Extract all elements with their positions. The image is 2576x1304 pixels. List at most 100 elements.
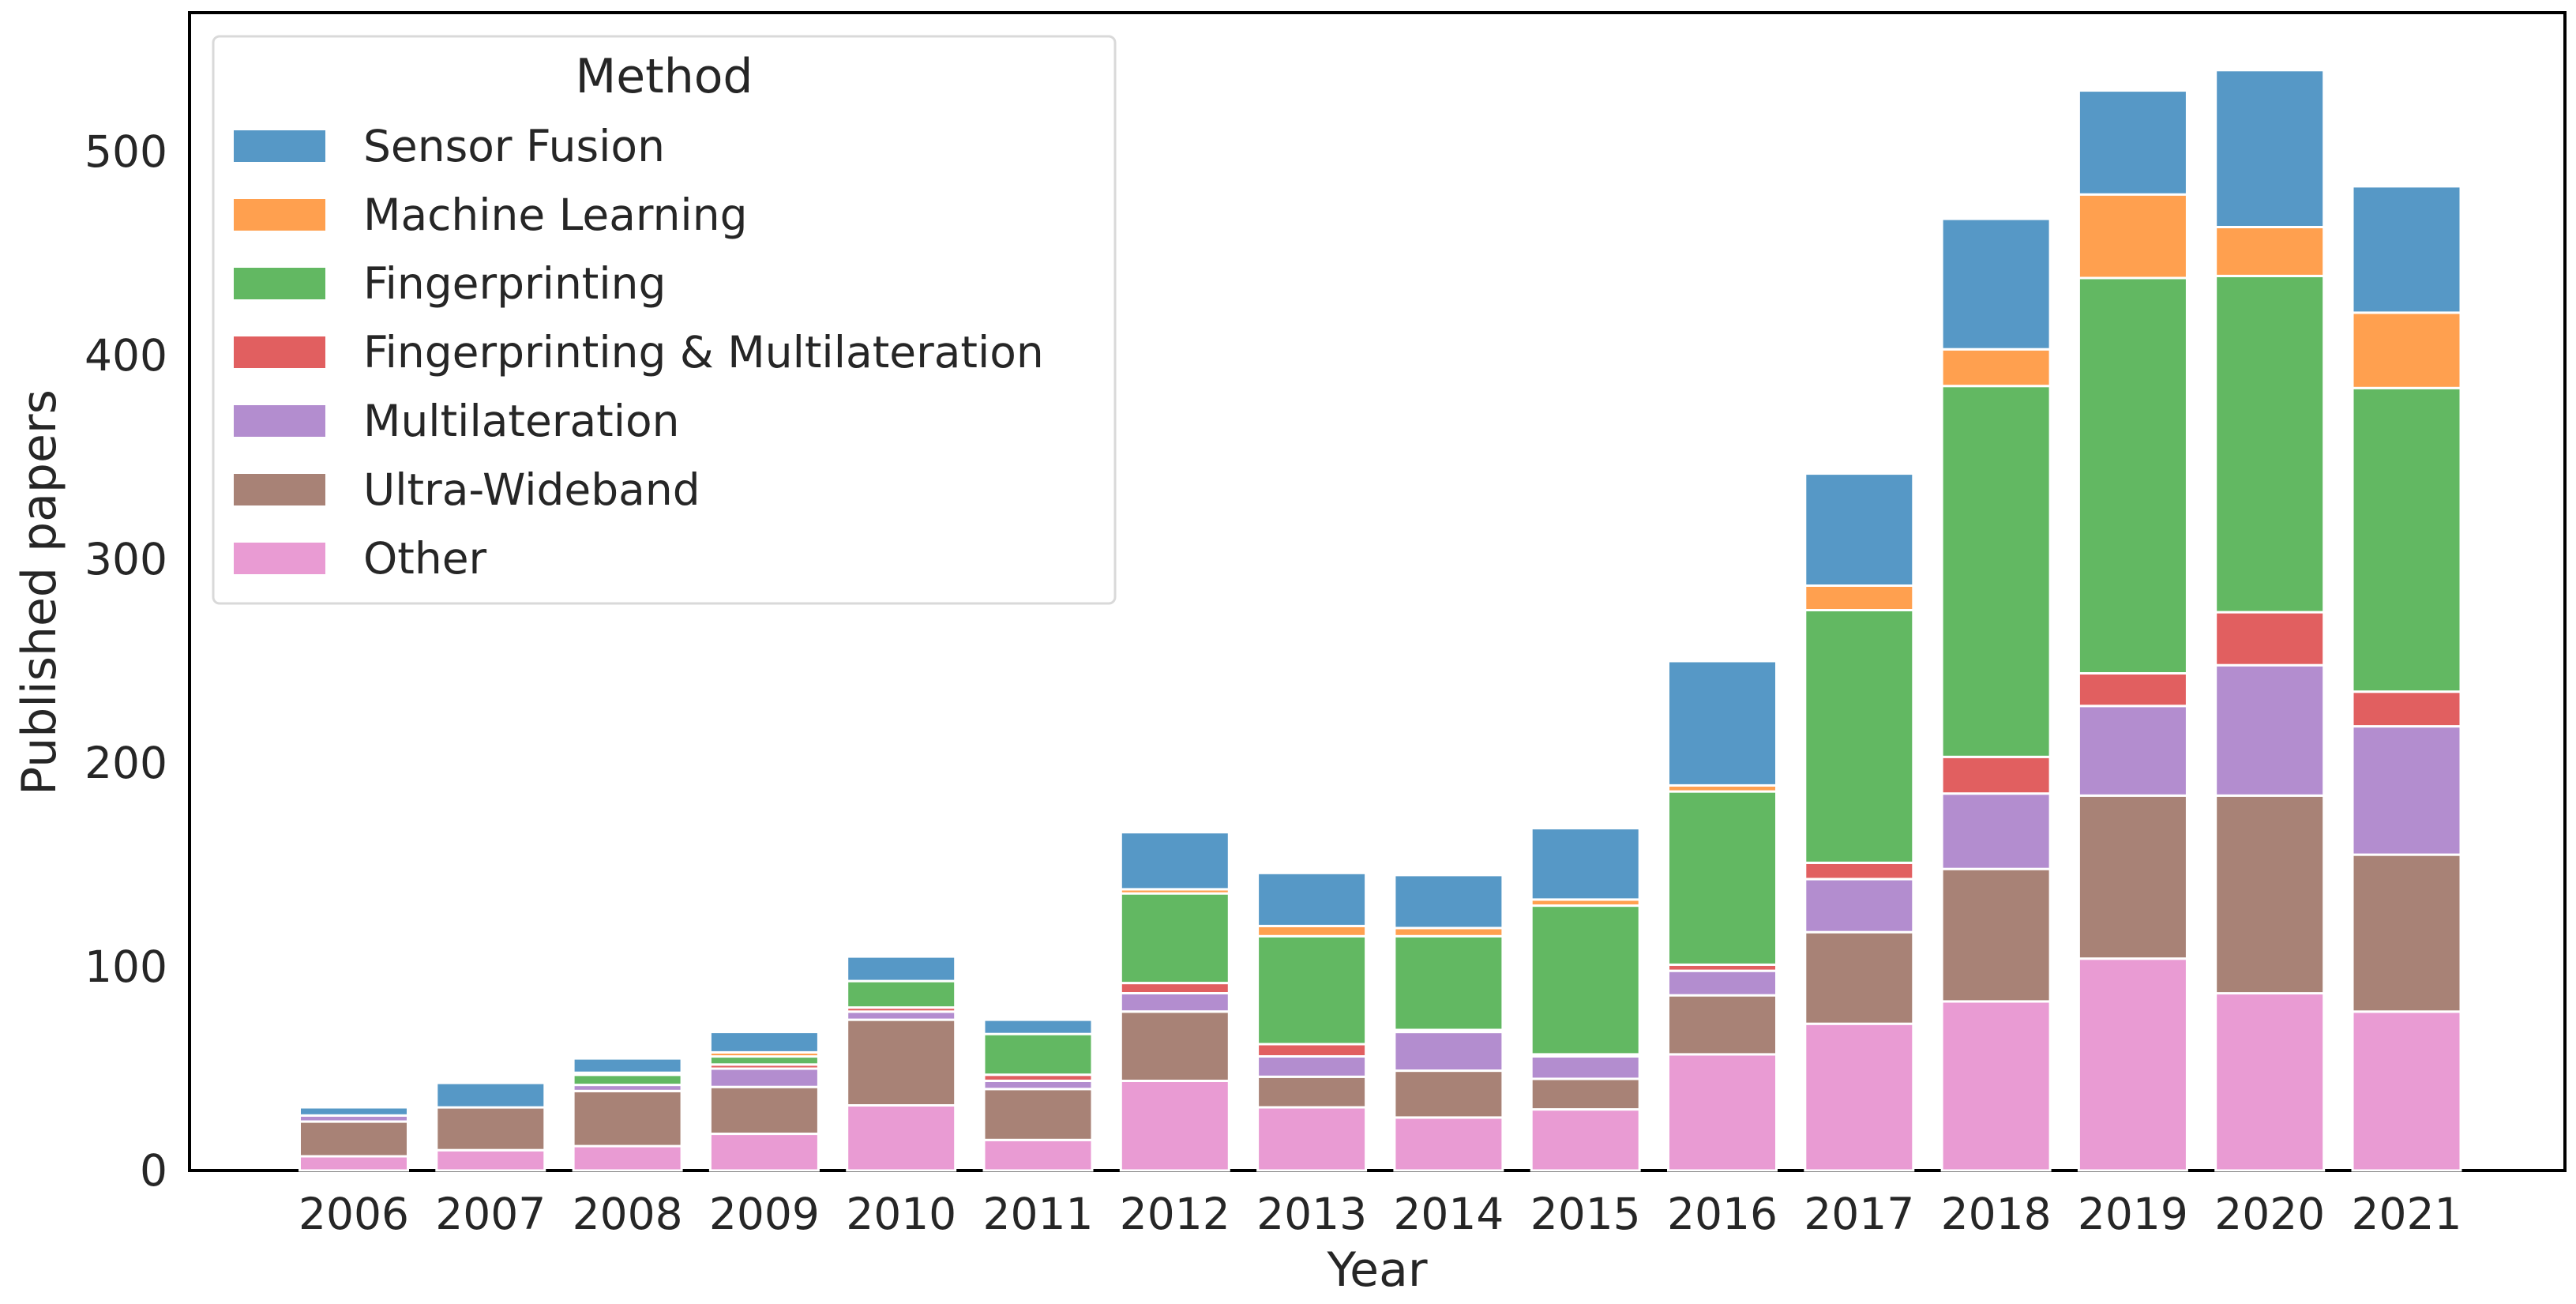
bar-2019-fingerprinting	[2077, 276, 2188, 675]
bar-2013-sensor-fusion	[1256, 871, 1368, 927]
bar-2010-ultra-wideband	[846, 1018, 957, 1107]
bar-2013-fingerprinting-multilateration	[1256, 1043, 1368, 1058]
bar-2021-sensor-fusion	[2351, 185, 2462, 314]
bar-2012-fingerprinting-multilateration	[1119, 982, 1230, 994]
bar-2016-sensor-fusion	[1667, 660, 1778, 787]
bar-2012-sensor-fusion	[1119, 831, 1230, 891]
legend: Method Sensor Fusion Machine Learning Fing…	[212, 35, 1117, 605]
x-tick-label: 2007	[435, 1189, 546, 1239]
bar-2012-fingerprinting	[1119, 892, 1230, 985]
bar-2007-other	[435, 1148, 546, 1172]
legend-swatch-other	[234, 543, 325, 574]
bar-2009-other	[708, 1133, 820, 1172]
x-axis-label: Year	[1326, 1242, 1427, 1298]
bar-2013-other	[1256, 1106, 1368, 1172]
bar-2021-fingerprinting-multilateration	[2351, 690, 2462, 728]
bar-2020-other	[2214, 992, 2326, 1172]
bar-2019-other	[2077, 957, 2188, 1172]
bar-2011-multilateration	[982, 1080, 1094, 1091]
bar-2020-machine-learning	[2214, 226, 2326, 277]
bar-2018-fingerprinting-multilateration	[1940, 755, 2052, 795]
legend-swatch-fingerprinting	[234, 268, 325, 299]
y-tick-label: 500	[84, 126, 167, 177]
bar-2014-sensor-fusion	[1393, 874, 1504, 930]
bar-2018-multilateration	[1940, 792, 2052, 870]
bar-2012-ultra-wideband	[1119, 1010, 1230, 1083]
bar-2009-ultra-wideband	[708, 1085, 820, 1135]
bar-2010-multilateration	[846, 1010, 957, 1021]
bar-2007-ultra-wideband	[435, 1106, 546, 1152]
legend-swatch-multilateration	[234, 405, 325, 437]
bar-2009-sensor-fusion	[708, 1031, 820, 1054]
bar-2020-fingerprinting-multilateration	[2214, 611, 2326, 667]
bar-2011-sensor-fusion	[982, 1018, 1094, 1035]
x-tick-label: 2013	[1256, 1189, 1367, 1239]
y-tick-label: 200	[84, 738, 167, 788]
bar-2012-other	[1119, 1080, 1230, 1172]
x-tick-label: 2009	[709, 1189, 820, 1239]
bar-2016-fingerprinting	[1667, 790, 1778, 966]
x-tick-label: 2018	[1941, 1189, 2052, 1239]
bar-2015-multilateration	[1530, 1055, 1641, 1080]
y-axis-label: Published papers	[12, 389, 67, 795]
bar-2013-fingerprinting	[1256, 934, 1368, 1046]
bar-2006-ultra-wideband	[299, 1120, 409, 1158]
bar-2013-ultra-wideband	[1256, 1075, 1368, 1109]
x-tick-label: 2012	[1120, 1189, 1230, 1239]
y-tick-labels: 0 100 200 300 400 500	[84, 126, 167, 1196]
x-tick-label: 2016	[1667, 1189, 1778, 1239]
legend-swatch-machine-learning	[234, 199, 325, 231]
bar-2011-ultra-wideband	[982, 1088, 1094, 1141]
legend-label: Machine Learning	[363, 190, 748, 240]
bar-2014-other	[1393, 1116, 1504, 1172]
bar-2008-sensor-fusion	[572, 1057, 683, 1074]
bar-2016-other	[1667, 1053, 1778, 1172]
bar-2017-machine-learning	[1804, 584, 1915, 611]
bar-2017-sensor-fusion	[1804, 472, 1915, 587]
legend-swatch-ultra-wideband	[234, 474, 325, 505]
bar-2021-multilateration	[2351, 725, 2462, 856]
legend-frame	[212, 35, 1117, 605]
x-tick-label: 2017	[1804, 1189, 1914, 1239]
bar-2014-ultra-wideband	[1393, 1069, 1504, 1119]
legend-swatch-fingerprinting-multilateration	[234, 336, 325, 368]
bar-2021-other	[2351, 1010, 2462, 1172]
bar-2019-machine-learning	[2077, 193, 2188, 280]
bar-2006-sensor-fusion	[299, 1106, 409, 1117]
legend-label: Sensor Fusion	[363, 121, 665, 171]
bar-2017-fingerprinting-multilateration	[1804, 861, 1915, 881]
bar-2014-fingerprinting	[1393, 934, 1504, 1032]
legend-label: Other	[363, 533, 487, 584]
bar-2010-sensor-fusion	[846, 955, 957, 983]
x-tick-label: 2006	[299, 1189, 409, 1239]
bar-2006-other	[299, 1155, 409, 1172]
bar-2010-other	[846, 1103, 957, 1172]
bar-2020-sensor-fusion	[2214, 69, 2326, 228]
bar-2014-multilateration	[1393, 1031, 1504, 1073]
bar-2020-multilateration	[2214, 663, 2326, 797]
x-tick-label: 2020	[2214, 1189, 2325, 1239]
bar-2013-multilateration	[1256, 1055, 1368, 1078]
legend-swatch-sensor-fusion	[234, 130, 325, 162]
bar-2020-fingerprinting	[2214, 274, 2326, 614]
bar-2021-ultra-wideband	[2351, 853, 2462, 1013]
y-tick-label: 0	[140, 1145, 167, 1196]
bar-2021-machine-learning	[2351, 311, 2462, 389]
bar-2018-fingerprinting	[1940, 385, 2052, 758]
bar-2015-sensor-fusion	[1530, 827, 1641, 901]
legend-items: Sensor Fusion Machine Learning Fingerprint…	[234, 121, 1044, 584]
x-tick-label: 2019	[2078, 1189, 2188, 1239]
bar-2021-fingerprinting	[2351, 386, 2462, 693]
x-tick-label: 2010	[846, 1189, 956, 1239]
legend-label: Fingerprinting	[363, 258, 666, 309]
y-tick-label: 100	[84, 941, 167, 992]
bar-2016-ultra-wideband	[1667, 994, 1778, 1056]
bar-2015-ultra-wideband	[1530, 1077, 1641, 1111]
bar-2008-fingerprinting	[572, 1073, 683, 1087]
bar-2009-multilateration	[708, 1067, 820, 1088]
bar-2017-ultra-wideband	[1804, 930, 1915, 1025]
bars-group	[299, 69, 2462, 1172]
x-tick-labels: 2006 2007 2008 2009 2010 2011 2012 2013 2014 2015…	[299, 1189, 2461, 1239]
legend-label: Multilateration	[363, 396, 680, 446]
